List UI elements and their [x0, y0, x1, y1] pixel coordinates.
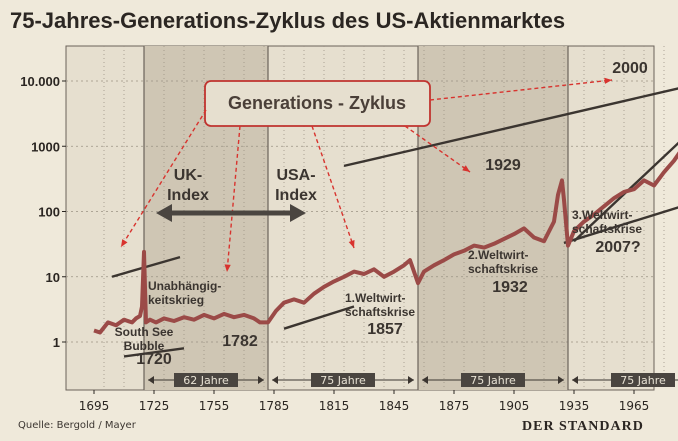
peak-1929-label: 1929	[485, 157, 521, 174]
crisis-1-year-label: 1857	[367, 321, 403, 338]
y-tick-label: 100	[38, 205, 60, 220]
arrow-1929-head	[462, 165, 470, 172]
crisis-3-year-label: 2007?	[595, 239, 640, 256]
arrow-1720-head	[121, 239, 128, 247]
crisis-2-label: schaftskrise	[468, 262, 538, 276]
series-line	[93, 151, 678, 335]
generations-box	[204, 80, 431, 127]
x-tick-label: 1725	[139, 399, 170, 413]
shaded-region	[418, 46, 568, 390]
arrow-1857-head	[348, 240, 355, 248]
arrow-1720	[120, 109, 207, 248]
crisis-1-label: schaftskrise	[345, 305, 415, 319]
x-tick-label: 1755	[199, 399, 230, 413]
x-tick-label: 1815	[319, 399, 350, 413]
period-label: 75 Jahre	[470, 374, 516, 387]
y-tick-label: 10	[46, 270, 60, 285]
uk-index-label: UK-	[174, 167, 202, 184]
x-tick-label: 1875	[439, 399, 470, 413]
period-label-box	[461, 373, 525, 387]
independence-war-label: keitskrieg	[148, 293, 204, 307]
x-tick-label: 1935	[559, 399, 590, 413]
y-tick-label: 1	[53, 335, 60, 350]
chart-title: 75-Jahres-Generations-Zyklus des US-Akti…	[10, 8, 565, 33]
crisis-2-label: 2.Weltwirt-	[468, 248, 528, 262]
y-tick-label: 1000	[31, 139, 60, 154]
crisis-1-label: 1.Weltwirt-	[345, 291, 405, 305]
arrow-1782	[226, 125, 241, 273]
x-tick-label: 1695	[79, 399, 110, 413]
source-label: Quelle: Bergold / Mayer	[18, 420, 137, 431]
plot-area: 10.000 1000 100 10 1 1695 1725 1755 1785 1815 1845…	[20, 45, 678, 413]
trend-line-upper	[343, 87, 678, 168]
arrow-1782-head	[224, 264, 231, 272]
period-label-box	[611, 373, 675, 387]
trend-line-lower	[563, 206, 678, 245]
peak-2000-label: 2000	[612, 60, 648, 77]
period-label-box	[311, 373, 375, 387]
brand-logo: DER STANDARD	[522, 419, 644, 434]
arrow-2000-head	[604, 77, 612, 84]
crisis-3-label: schaftskrise	[572, 222, 642, 236]
trend-line-early	[283, 305, 355, 330]
y-tick-label: 10.000	[20, 74, 60, 89]
arrow-2000	[429, 79, 613, 101]
crisis-2-year-label: 1932	[492, 279, 528, 296]
independence-year-label: 1782	[222, 333, 258, 350]
independence-war-label: Unabhängig-	[148, 279, 221, 293]
usa-index-label: Index	[275, 187, 317, 204]
generations-box-label: Generations - Zyklus	[228, 93, 406, 113]
usa-index-label: USA-	[276, 167, 315, 184]
period-label: 75 Jahre	[620, 374, 666, 387]
uk-index-label: Index	[167, 187, 209, 204]
crisis-3-label: 3.Weltwirt-	[572, 208, 632, 222]
period-arrowheads	[572, 376, 578, 384]
period-label: 75 Jahre	[320, 374, 366, 387]
trend-line-south-sea	[123, 347, 185, 358]
period-label: 62 Jahre	[183, 374, 229, 387]
x-tick-label: 1845	[379, 399, 410, 413]
arrow-1929	[404, 125, 471, 173]
arrow-1857	[311, 125, 355, 249]
period-label-box	[174, 373, 238, 387]
x-tick-label: 1905	[499, 399, 530, 413]
south-sea-year-label: 1720	[136, 351, 172, 368]
south-sea-bubble-label: Bubble	[124, 339, 165, 353]
index-double-arrow-heads	[156, 204, 306, 222]
trend-line-steep	[573, 141, 678, 243]
x-tick-label: 1785	[259, 399, 290, 413]
x-tick-label: 1965	[619, 399, 650, 413]
south-sea-bubble-label: South See	[115, 325, 174, 339]
